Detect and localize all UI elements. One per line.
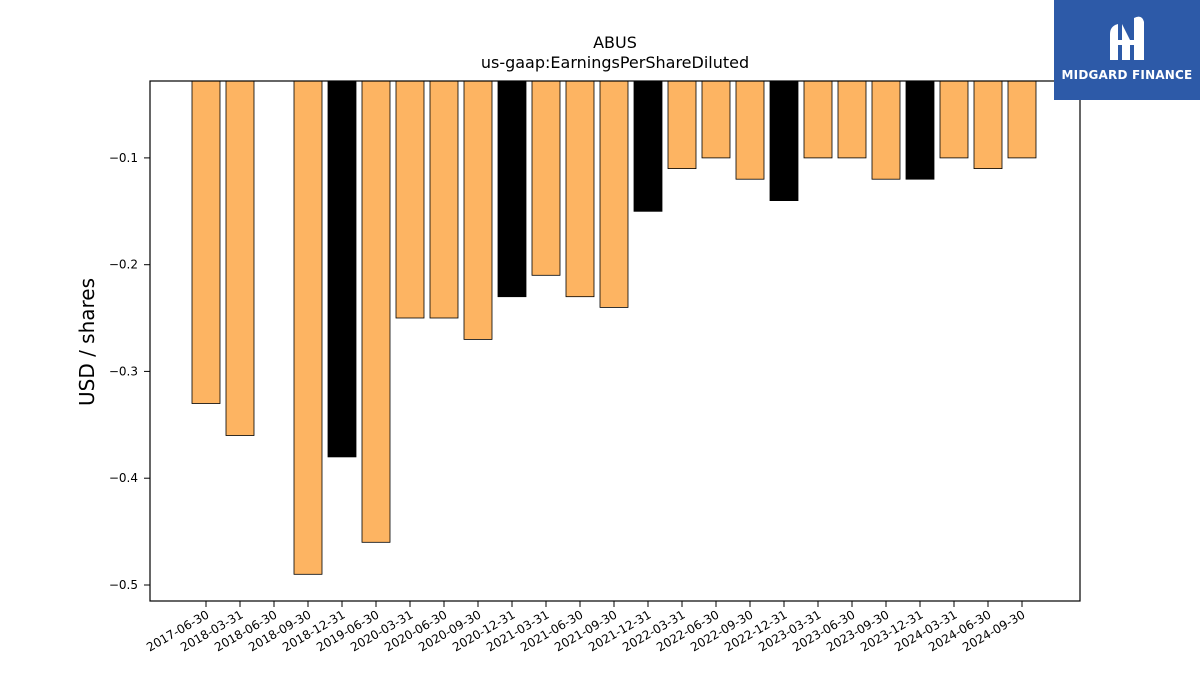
bars-group (191, 80, 1037, 575)
bar-2022-12-31 (769, 80, 799, 201)
x-ticks-group: 2017-06-302018-03-312018-06-302018-09-30… (144, 601, 1028, 654)
bar-2018-12-31 (327, 80, 357, 458)
bar-2017-06-30 (191, 80, 221, 404)
bar-2023-12-31 (905, 80, 935, 180)
bar-2018-03-31 (225, 80, 255, 436)
bar-2024-09-30 (1007, 80, 1037, 159)
bar-2021-06-30 (565, 80, 595, 298)
bar-2019-06-30 (361, 80, 391, 543)
brand-logo: MIDGARD FINANCE (1054, 0, 1200, 100)
brand-name: MIDGARD FINANCE (1061, 68, 1193, 82)
bar-2021-09-30 (599, 80, 629, 308)
bar-2020-09-30 (463, 80, 493, 340)
bar-2021-12-31 (633, 80, 663, 212)
chart-title: ABUS (593, 33, 637, 52)
y-axis-label: USD / shares (75, 278, 99, 406)
y-tick-label: −0.4 (109, 471, 138, 485)
bar-2022-03-31 (667, 80, 697, 169)
bar-2024-03-31 (939, 80, 969, 159)
plot-frame (149, 80, 1081, 602)
y-tick-label: −0.3 (109, 364, 138, 378)
bar-2018-09-30 (293, 80, 323, 575)
bar-2024-06-30 (973, 80, 1003, 169)
midgard-logo-icon (1110, 16, 1144, 61)
bar-2021-03-31 (531, 80, 561, 276)
y-tick-label: −0.2 (109, 258, 138, 272)
bar-2020-06-30 (429, 80, 459, 319)
y-ticks-group: −0.1 −0.2 −0.3 −0.4 −0.5 (109, 151, 150, 592)
bar-2023-09-30 (871, 80, 901, 180)
bar-2022-06-30 (701, 80, 731, 159)
chart-subtitle: us-gaap:EarningsPerShareDiluted (481, 53, 749, 72)
bar-2020-12-31 (497, 80, 527, 298)
bar-2023-06-30 (837, 80, 867, 159)
y-tick-label: −0.5 (109, 578, 138, 592)
bar-2023-03-31 (803, 80, 833, 159)
bar-2022-09-30 (735, 80, 765, 180)
y-tick-label: −0.1 (109, 151, 138, 165)
bar-2020-03-31 (395, 80, 425, 319)
